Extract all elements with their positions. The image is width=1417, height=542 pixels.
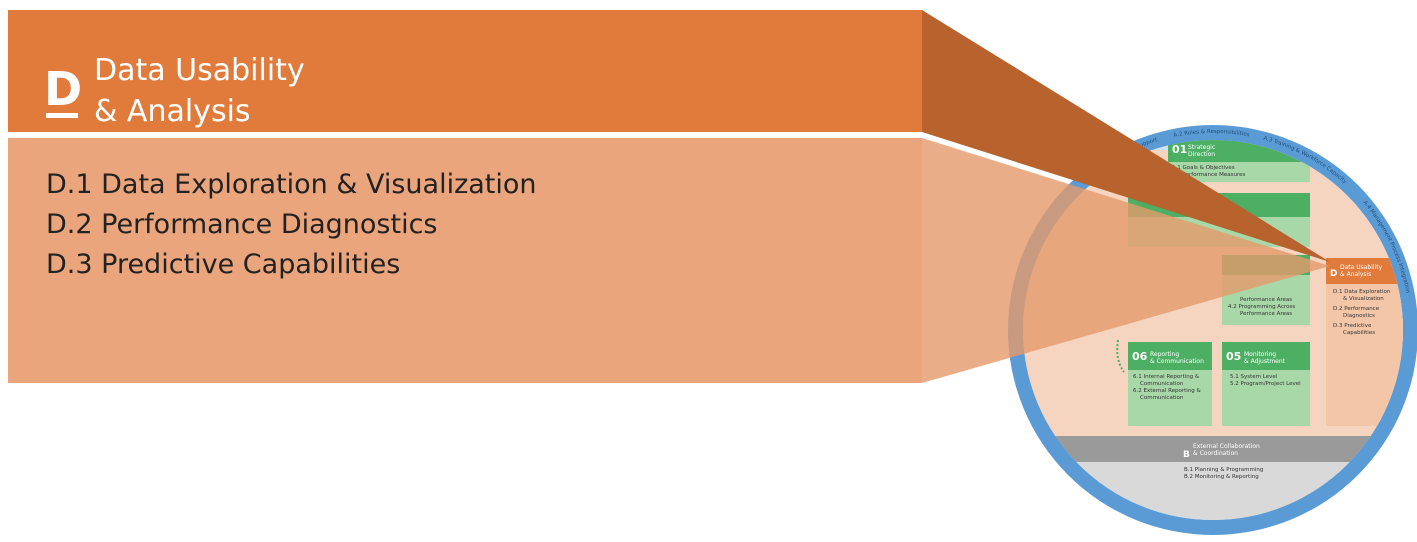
box04-item: Performance Areas [1240,311,1292,317]
boxB-title: External Collaboration [1193,443,1260,450]
box05-title: Monitoring [1244,351,1276,358]
box01-body [1168,162,1310,182]
b-header [1023,436,1403,462]
body-band [8,138,922,383]
header-title: & Analysis [94,94,251,129]
box06-header [1128,342,1212,370]
box05-header [1222,342,1310,370]
letter-underline [46,113,78,118]
boxB-item: B.1 Planning & Programming [1184,467,1263,473]
item: D.1 Data Exploration & Visualization [46,169,537,200]
box06-item: 6.1 Internal Reporting & [1133,374,1200,380]
box01-number: 01 [1172,143,1187,156]
header-band [8,10,922,132]
zoom-wedge-bottom [922,138,1330,383]
box06-title: & Communication [1150,358,1204,365]
ring-label: A.2 Roles & Responsibilities [1173,129,1250,139]
box05-title: & Adjustment [1244,358,1286,365]
header-letter: D [44,62,82,116]
box06-item: 6.2 External Reporting & [1133,388,1202,394]
box04-item: 4.2 Programming Across [1228,304,1295,310]
box05-number: 05 [1226,350,1241,363]
boxD-item: D.2 Performance [1333,306,1380,312]
boxD-item: D.3 Predictive [1333,323,1372,329]
box01-item: 1.2 Performance Measures [1172,172,1245,178]
item: D.3 Predictive Capabilities [46,249,400,280]
boxD-item: & Visualization [1343,296,1384,302]
boxB-title: & Coordination [1193,450,1238,457]
header-title: Data Usability [94,53,305,88]
boxB-item: B.2 Monitoring & Reporting [1184,474,1259,480]
ring-label-path: A.2 Roles & Responsibilities [1173,129,1250,139]
box01-title: Strategic [1188,144,1215,151]
box06-body [1128,370,1212,426]
box06-item: Communication [1140,381,1184,387]
boxD-header [1326,258,1403,284]
box05-item: 5.2 Program/Project Level [1230,381,1301,387]
box05-body [1222,370,1310,426]
boxB-letter: B [1183,450,1190,460]
box05-item: 5.1 System Level [1230,374,1278,380]
box01-item: 1.1 Goals & Objectives [1172,165,1235,171]
boxD-item: Diagnostics [1343,313,1375,319]
box06-title: Reporting [1150,351,1179,358]
box06-number: 06 [1132,350,1148,363]
boxD-item: Capabilities [1343,330,1375,336]
boxD-letter: D [1330,269,1337,279]
item: D.2 Performance Diagnostics [46,209,438,240]
boxD-item: D.1 Data Exploration [1333,289,1391,295]
box04-item: Performance Areas [1240,297,1292,303]
boxD-title: & Analysis [1340,271,1371,278]
box01-title: Direction [1188,151,1215,158]
boxD-title: Data Usability [1340,264,1383,271]
zoom-wedge-top [922,10,1330,262]
box06-item: Communication [1140,395,1184,401]
